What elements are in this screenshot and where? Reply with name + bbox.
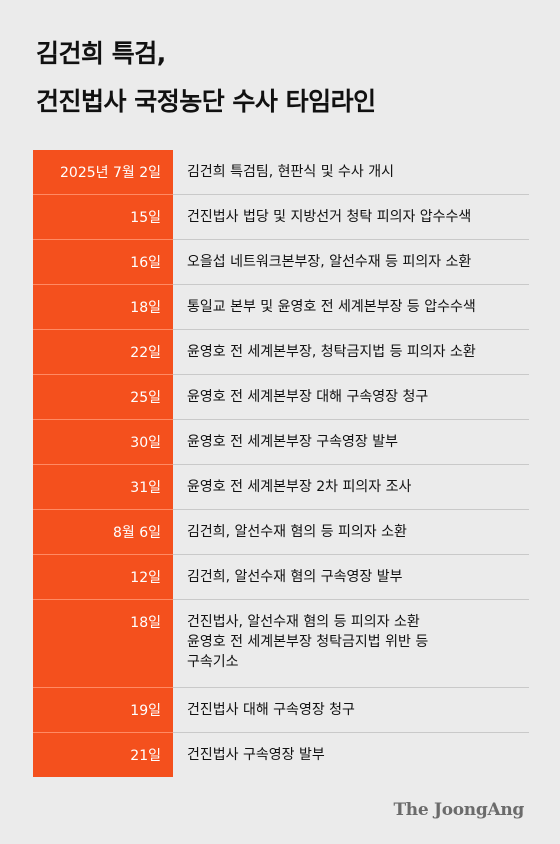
timeline-event: 윤영호 전 세계본부장, 청탁금지법 등 피의자 소환 (173, 330, 529, 375)
timeline-event: 건진법사, 알선수재 혐의 등 피의자 소환 윤영호 전 세계본부장 청탁금지법… (173, 600, 529, 688)
timeline-date: 19일 (33, 688, 173, 733)
timeline-row: 18일 통일교 본부 및 윤영호 전 세계본부장 등 압수수색 (33, 285, 529, 330)
timeline-date: 22일 (33, 330, 173, 375)
timeline-event: 오을섭 네트워크본부장, 알선수재 등 피의자 소환 (173, 240, 529, 285)
timeline-event: 김건희 특검팀, 현판식 및 수사 개시 (173, 150, 529, 195)
timeline-row: 16일 오을섭 네트워크본부장, 알선수재 등 피의자 소환 (33, 240, 529, 285)
timeline-event-line: 건진법사, 알선수재 혐의 등 피의자 소환 (187, 614, 420, 630)
timeline-event-line: 윤영호 전 세계본부장 청탁금지법 위반 등 (187, 634, 429, 650)
timeline-row: 25일 윤영호 전 세계본부장 대해 구속영장 청구 (33, 375, 529, 420)
timeline-row: 12일 김건희, 알선수재 혐의 구속영장 발부 (33, 555, 529, 600)
timeline-table: 2025년 7월 2일 김건희 특검팀, 현판식 및 수사 개시 15일 건진법… (33, 150, 529, 777)
title-line-1: 김건희 특검, (36, 39, 166, 68)
timeline-event: 윤영호 전 세계본부장 대해 구속영장 청구 (173, 375, 529, 420)
timeline-event: 건진법사 구속영장 발부 (187, 747, 325, 763)
timeline-row: 18일 건진법사, 알선수재 혐의 등 피의자 소환 윤영호 전 세계본부장 청… (33, 600, 529, 688)
timeline-date: 15일 (33, 195, 173, 240)
timeline-date: 18일 (33, 600, 173, 688)
timeline-row: 21일 건진법사 구속영장 발부 (33, 733, 529, 777)
timeline-date: 18일 (33, 285, 173, 330)
timeline-date: 2025년 7월 2일 (33, 150, 173, 195)
timeline-date: 31일 (33, 465, 173, 510)
timeline-date: 21일 (33, 733, 173, 777)
page-title: 김건희 특검, 건진법사 국정농단 수사 타임라인 (36, 30, 376, 126)
publisher-logo: The JoongAng (393, 800, 524, 820)
timeline-date: 12일 (33, 555, 173, 600)
timeline-row: 30일 윤영호 전 세계본부장 구속영장 발부 (33, 420, 529, 465)
timeline-row: 31일 윤영호 전 세계본부장 2차 피의자 조사 (33, 465, 529, 510)
timeline-row: 22일 윤영호 전 세계본부장, 청탁금지법 등 피의자 소환 (33, 330, 529, 375)
timeline-event: 건진법사 대해 구속영장 청구 (173, 688, 529, 733)
timeline-event: 윤영호 전 세계본부장 구속영장 발부 (173, 420, 529, 465)
timeline-row: 8월 6일 김건희, 알선수재 혐의 등 피의자 소환 (33, 510, 529, 555)
timeline-date: 25일 (33, 375, 173, 420)
timeline-event-line: 구속기소 (187, 654, 239, 670)
timeline-event: 김건희, 알선수재 혐의 등 피의자 소환 (173, 510, 529, 555)
timeline-date: 30일 (33, 420, 173, 465)
timeline-event: 윤영호 전 세계본부장 2차 피의자 조사 (173, 465, 529, 510)
timeline-row: 19일 건진법사 대해 구속영장 청구 (33, 688, 529, 733)
title-line-2: 건진법사 국정농단 수사 타임라인 (36, 87, 376, 116)
timeline-date: 8월 6일 (33, 510, 173, 555)
timeline-event: 건진법사 법당 및 지방선거 청탁 피의자 압수수색 (173, 195, 529, 240)
timeline-row: 15일 건진법사 법당 및 지방선거 청탁 피의자 압수수색 (33, 195, 529, 240)
timeline-row: 2025년 7월 2일 김건희 특검팀, 현판식 및 수사 개시 (33, 150, 529, 195)
timeline-event: 김건희, 알선수재 혐의 구속영장 발부 (173, 555, 529, 600)
timeline-event: 통일교 본부 및 윤영호 전 세계본부장 등 압수수색 (173, 285, 529, 330)
timeline-date: 16일 (33, 240, 173, 285)
